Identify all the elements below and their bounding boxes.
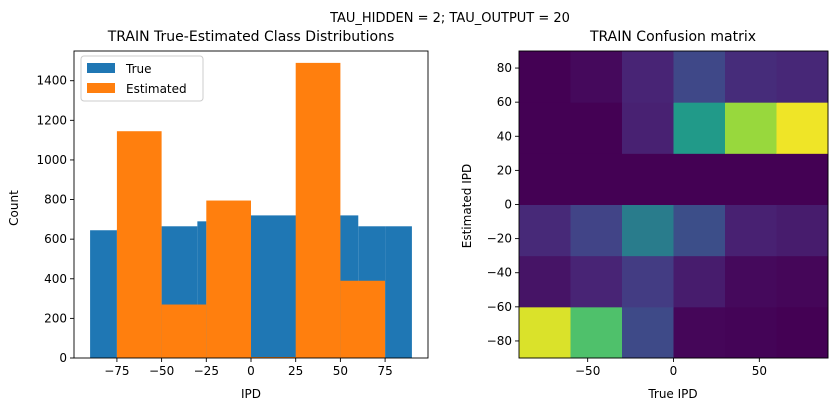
confusion-ylabel: Estimated IPD — [460, 164, 474, 248]
confusion-axes: −50 0 50 −80 −60 −40 −20 0 20 40 60 80 — [487, 50, 829, 378]
histogram-panel: TRAIN True-Estimated Class Distributions… — [7, 29, 429, 401]
histogram-xlabel: IPD — [241, 387, 261, 401]
histogram-ytick-label: 1400 — [36, 74, 67, 88]
confusion-ytick-label: −40 — [487, 266, 512, 280]
confusion-ytick-label: 60 — [497, 95, 512, 109]
confusion-ytick-label: −80 — [487, 334, 512, 348]
heatmap-cell-r2-c2 — [622, 204, 674, 257]
heatmap-cell-r3-c4 — [725, 153, 777, 205]
histogram-title: TRAIN True-Estimated Class Distributions — [107, 29, 395, 45]
heatmap-cell-r0-c2 — [622, 306, 674, 359]
bar-true-3 — [197, 221, 207, 358]
heatmap-cell-r0-c1 — [570, 306, 623, 359]
heatmap-cell-r4-c0 — [519, 102, 571, 154]
heatmap-cell-r1-c1 — [570, 255, 623, 308]
histogram-ytick-label: 400 — [44, 272, 67, 286]
histogram-ylabel: Count — [7, 190, 21, 226]
histogram-ytick-label: 600 — [44, 232, 67, 246]
histogram-xtick-label: −50 — [149, 364, 174, 378]
heatmap-cell-r3-c2 — [622, 153, 674, 205]
heatmap-cell-r3-c0 — [519, 153, 571, 205]
confusion-panel: TRAIN Confusion matrix −50 0 50 −80 −60 −40 −2… — [460, 29, 829, 401]
heatmap-cell-r2-c1 — [570, 204, 623, 257]
legend-label-estimated: Estimated — [126, 82, 187, 96]
confusion-ytick-label: −20 — [487, 232, 512, 246]
bar-estimated-0 — [116, 131, 162, 358]
heatmap-cell-r1-c2 — [622, 255, 674, 308]
confusion-title: TRAIN Confusion matrix — [589, 29, 756, 45]
heatmap-cell-r4-c3 — [673, 102, 726, 154]
heatmap-cell-r0-c0 — [519, 306, 571, 359]
heatmap-cell-r5-c0 — [519, 51, 571, 103]
confusion-xtick-label: 50 — [752, 364, 767, 378]
heatmap-cell-r4-c4 — [725, 102, 777, 154]
heatmap-cell-r1-c4 — [725, 255, 777, 308]
heatmap-cell-r3-c3 — [673, 153, 726, 205]
bar-estimated-3 — [251, 357, 296, 358]
confusion-ytick-label: 80 — [497, 61, 512, 75]
heatmap-cell-r4-c1 — [570, 102, 623, 154]
heatmap-cell-r0-c3 — [673, 306, 726, 359]
heatmap-cell-r1-c5 — [776, 255, 829, 308]
histogram-ytick-label: 800 — [44, 193, 67, 207]
confusion-ytick-label: −60 — [487, 300, 512, 314]
heatmap-cell-r4-c2 — [622, 102, 674, 154]
heatmap-cell-r2-c0 — [519, 204, 571, 257]
heatmap-cell-r5-c5 — [776, 51, 829, 103]
legend-label-true: True — [125, 62, 152, 76]
confusion-cells — [519, 51, 829, 359]
heatmap-cell-r2-c3 — [673, 204, 726, 257]
heatmap-cell-r4-c5 — [776, 102, 829, 154]
heatmap-cell-r5-c1 — [570, 51, 623, 103]
confusion-ytick-label: 40 — [497, 129, 512, 143]
bar-estimated-5 — [340, 280, 386, 358]
histogram-xtick-label: −25 — [194, 364, 219, 378]
histogram-legend: True Estimated — [80, 55, 204, 102]
heatmap-cell-r3-c5 — [776, 153, 829, 205]
confusion-xtick-label: 0 — [670, 364, 678, 378]
histogram-xtick-label: −75 — [104, 364, 129, 378]
heatmap-cell-r0-c4 — [725, 306, 777, 359]
heatmap-cell-r0-c5 — [776, 306, 829, 359]
histogram-ytick-label: 0 — [59, 351, 67, 365]
histogram-bars — [90, 62, 412, 358]
bar-estimated-2 — [206, 200, 251, 358]
histogram-axes: −75 −50 −25 0 25 50 75 0 200 400 600 800 1000 1200 140… — [36, 50, 429, 378]
heatmap-cell-r2-c4 — [725, 204, 777, 257]
suptitle: TAU_HIDDEN = 2; TAU_OUTPUT = 20 — [329, 11, 570, 26]
heatmap-cell-r2-c5 — [776, 204, 829, 257]
histogram-xtick-label: 75 — [377, 364, 392, 378]
bar-estimated-4 — [295, 62, 341, 358]
histogram-xtick-label: 25 — [288, 364, 303, 378]
bar-true-9 — [385, 226, 412, 358]
confusion-xlabel: True IPD — [647, 387, 697, 401]
confusion-xtick-label: −50 — [575, 364, 600, 378]
heatmap-cell-r5-c4 — [725, 51, 777, 103]
histogram-ytick-label: 1200 — [36, 113, 67, 127]
legend-swatch-true — [87, 63, 115, 73]
confusion-ytick-label: 0 — [504, 198, 512, 212]
heatmap-cell-r1-c0 — [519, 255, 571, 308]
histogram-xtick-label: 0 — [247, 364, 255, 378]
heatmap-cell-r1-c3 — [673, 255, 726, 308]
histogram-ytick-label: 200 — [44, 311, 67, 325]
histogram-ytick-label: 1000 — [36, 153, 67, 167]
confusion-ytick-label: 20 — [497, 163, 512, 177]
heatmap-cell-r5-c3 — [673, 51, 726, 103]
histogram-xtick-label: 50 — [333, 364, 348, 378]
bar-estimated-1 — [161, 304, 207, 358]
legend-swatch-estimated — [87, 83, 115, 93]
heatmap-cell-r5-c2 — [622, 51, 674, 103]
bar-true-0 — [90, 230, 117, 358]
heatmap-cell-r3-c1 — [570, 153, 623, 205]
